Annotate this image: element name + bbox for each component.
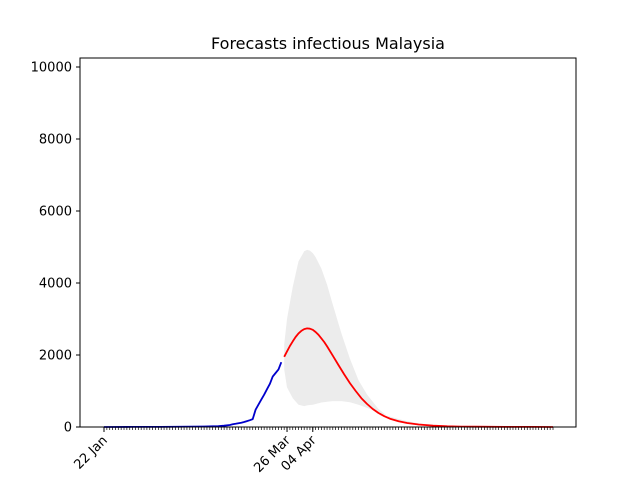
plot-frame [79, 57, 577, 428]
x-tick-label: 22 Jan [71, 433, 110, 472]
y-tick-label: 4000 [39, 277, 72, 292]
y-tick-label: 6000 [39, 205, 72, 220]
series-line-forecast [283, 327, 554, 428]
y-tick-label: 0 [64, 421, 72, 436]
chart-title: Forecasts infectious Malaysia [211, 34, 445, 53]
confidence-band [284, 249, 553, 427]
y-tick-label: 2000 [39, 349, 72, 364]
y-tick-label: 10000 [31, 61, 72, 76]
series-line-observed [103, 361, 283, 428]
y-tick-label: 8000 [39, 133, 72, 148]
